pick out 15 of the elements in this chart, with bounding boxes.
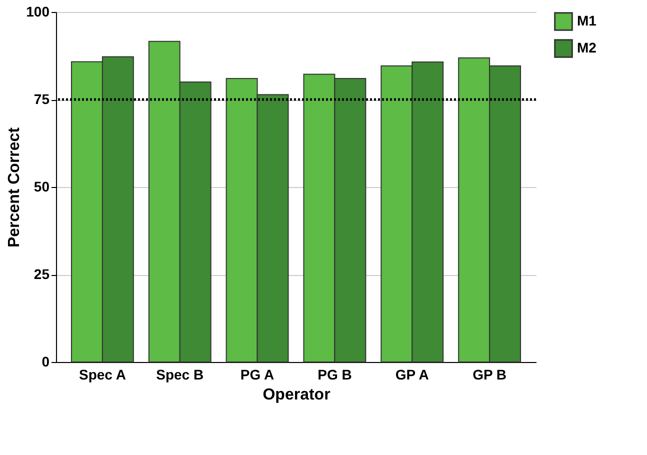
y-tick-label: 75: [34, 91, 50, 107]
y-tick-label: 50: [34, 178, 50, 194]
x-tick-label: Spec B: [156, 366, 204, 382]
x-tick-label: GP B: [472, 366, 507, 382]
x-tick-label: PG B: [318, 366, 352, 382]
legend-label: M1: [577, 12, 597, 28]
x-tick-label: Spec A: [78, 366, 126, 382]
y-tick-label: 25: [34, 266, 50, 282]
y-tick-label: 0: [42, 354, 50, 370]
legend-label: M2: [577, 40, 597, 56]
y-tick-label: 100: [26, 4, 50, 20]
y-axis-title: Percent Correct: [6, 126, 24, 248]
x-tick-label: GP A: [395, 366, 429, 382]
x-axis-title: Operator: [262, 386, 330, 404]
x-tick-label: PG A: [240, 366, 274, 382]
